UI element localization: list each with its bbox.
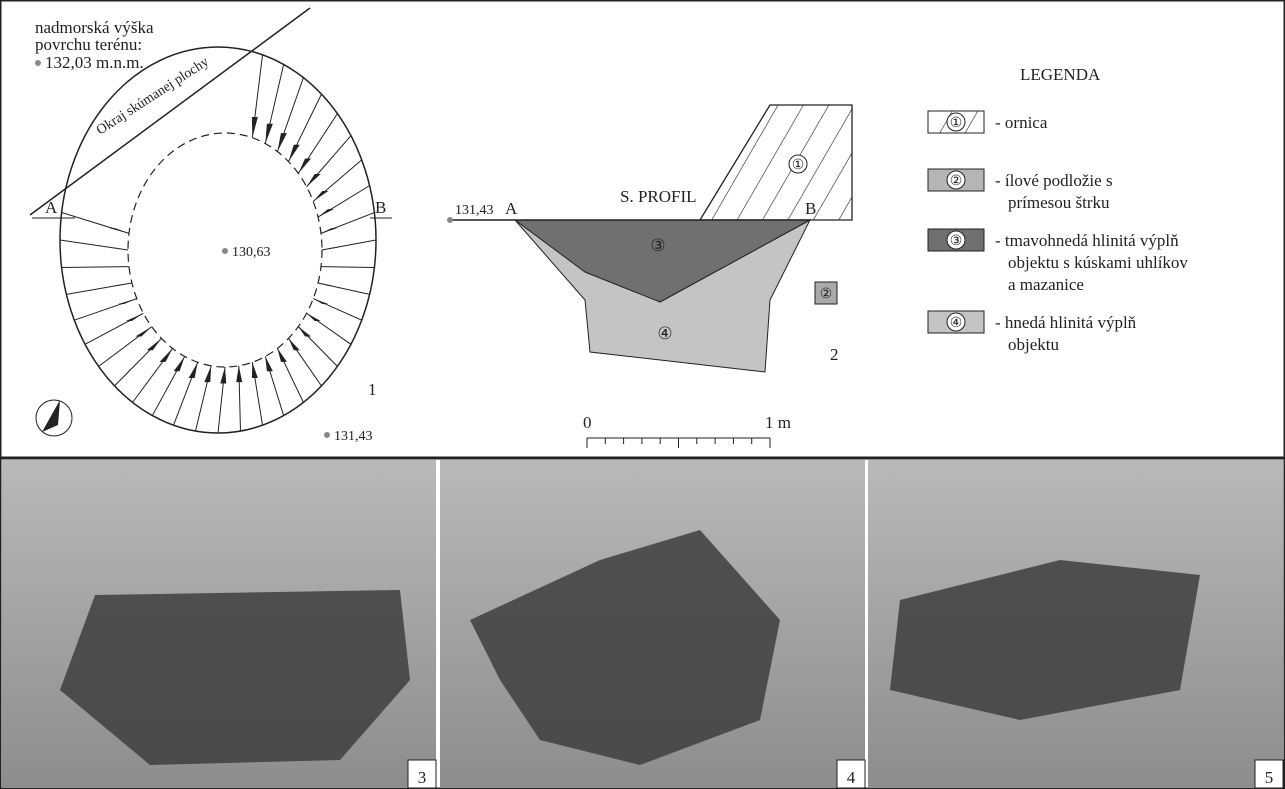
legend: LEGENDA ① - ornica ② - ílové podložie s prím… (927, 65, 1188, 354)
profile-title: S. PROFIL (620, 187, 697, 206)
hachure-wedge (236, 365, 243, 383)
hachure-wedge (251, 117, 258, 138)
sample-box (814, 281, 838, 305)
hachure-wedge (318, 209, 334, 218)
legend-text: - ílové podložie s (995, 171, 1113, 190)
legend-circle (946, 230, 966, 250)
elevation-label: nadmorská výška (35, 18, 154, 37)
legend-text: objektu (1008, 335, 1059, 354)
hachure-wedge (220, 367, 227, 384)
legend-circle (946, 170, 966, 190)
layer-symbol: ① (792, 158, 805, 173)
section-end: B (805, 199, 816, 218)
legend-text: objektu s kúskami uhlíkov (1008, 253, 1188, 272)
photo-number: 3 (418, 768, 427, 787)
hachure-wedge (288, 144, 300, 162)
hachure-wedge (204, 365, 212, 383)
hachure-wedge (109, 228, 129, 234)
point (35, 60, 41, 66)
outside-elevation: 131,43 (334, 429, 373, 444)
profile-number: 2 (830, 345, 839, 364)
legend-text: - hnedá hlinitá výplň (995, 313, 1137, 332)
hachure-wedge (251, 362, 258, 378)
photos: 3 4 5 (2, 460, 1284, 789)
photo-pit (890, 560, 1200, 720)
hachure-wedge (313, 298, 329, 304)
legend-circle (946, 112, 966, 132)
photo-number-box (836, 759, 866, 789)
legend-symbol: ① (950, 116, 963, 131)
profile-elevation: 131,43 (455, 203, 494, 218)
photo-number: 5 (1265, 768, 1274, 787)
hachure-wedge (322, 247, 339, 250)
legend-circle (946, 312, 966, 332)
hachure-wedge (159, 348, 173, 362)
point (222, 248, 228, 254)
legend-text: - tmavohnedá hlinitá výplň (995, 231, 1179, 250)
section-end: B (375, 198, 386, 217)
layer-symbol: ④ (657, 324, 672, 343)
topsoil (698, 104, 853, 221)
hachure-wedge (288, 338, 300, 351)
hachure-wedge (277, 348, 287, 362)
profile: 131,43 A B S. PROFIL ① ③ ④ ② 2 0 1 m (447, 104, 853, 448)
hachure-wedge (118, 298, 137, 304)
layer-symbol: ③ (650, 236, 665, 255)
legend-symbol: ③ (950, 234, 963, 249)
hachure-wedge (298, 158, 312, 174)
point (447, 217, 453, 223)
photo-pit (470, 530, 780, 765)
legend-text: prímesou štrku (1008, 193, 1110, 212)
hachure-wedge (146, 338, 162, 351)
hachure-wedge (313, 191, 329, 202)
edge-line (29, 7, 311, 216)
elevation: 132,03 m.n.m. (45, 53, 144, 72)
photo-pit (60, 590, 410, 765)
hachure-wedge (125, 313, 144, 322)
hachure-wedge (173, 356, 185, 372)
hachure-wedge (112, 282, 132, 286)
north-arrow (42, 400, 60, 432)
legend-text: a mazanice (1008, 275, 1084, 294)
legend-text: - ornica (995, 113, 1048, 132)
north-arrow (35, 399, 73, 437)
hachure-wedge (188, 362, 198, 378)
sample-symbol: ② (820, 287, 833, 302)
hachure-wedge (265, 356, 273, 372)
section-start: A (45, 198, 58, 217)
plan: Okraj skúmanej plochy nadmorská výška po… (29, 7, 392, 444)
hachure-wedge (135, 326, 152, 337)
hachure-wedge (108, 247, 128, 250)
photo-number-box (1254, 759, 1284, 789)
elevation-label: povrchu terénu: (35, 35, 142, 54)
hachure-wedge (318, 282, 334, 286)
scale-end: 1 m (765, 413, 791, 432)
plan-number: 1 (368, 380, 377, 399)
legend-symbol: ④ (950, 316, 963, 331)
hachure-wedge (306, 313, 321, 322)
bottom-elevation: 130,63 (232, 245, 271, 260)
scale-ticks (586, 438, 771, 448)
section-start: A (505, 199, 518, 218)
hachure-wedge (298, 326, 312, 337)
photo-number: 4 (847, 768, 856, 787)
hachure-wedge (321, 228, 338, 234)
photo-number-box (407, 759, 437, 789)
scale-start: 0 (583, 413, 592, 432)
legend-symbol: ② (950, 174, 963, 189)
hachure-wedge (306, 173, 321, 187)
point (324, 432, 330, 438)
legend-title: LEGENDA (1020, 65, 1101, 84)
hachure-wedge (265, 123, 273, 144)
hachure-wedge (277, 133, 287, 152)
